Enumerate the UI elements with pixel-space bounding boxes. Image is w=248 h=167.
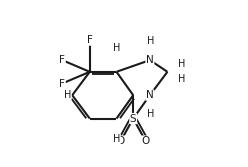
Text: H: H bbox=[178, 74, 185, 84]
Text: H: H bbox=[147, 109, 155, 119]
Text: H: H bbox=[147, 36, 155, 46]
Text: O: O bbox=[117, 136, 125, 146]
Text: H: H bbox=[63, 90, 71, 100]
Text: N: N bbox=[146, 55, 154, 65]
Text: F: F bbox=[59, 78, 65, 89]
Text: S: S bbox=[130, 114, 136, 124]
Text: O: O bbox=[142, 136, 150, 146]
Text: H: H bbox=[113, 134, 120, 144]
Text: F: F bbox=[59, 55, 65, 65]
Text: F: F bbox=[87, 35, 93, 45]
Text: H: H bbox=[178, 59, 185, 69]
Text: N: N bbox=[146, 90, 154, 100]
Text: H: H bbox=[113, 43, 120, 53]
